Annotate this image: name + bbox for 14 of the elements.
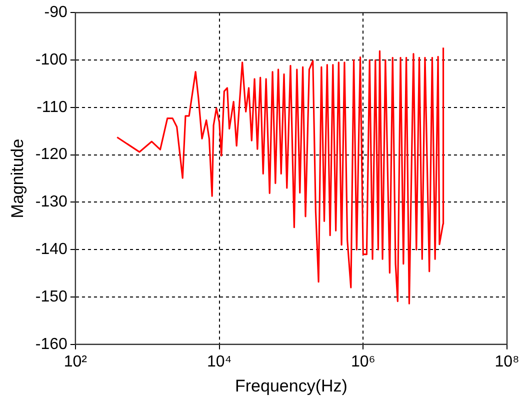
x-tick-label: 10⁸ — [494, 353, 520, 370]
y-tick-label: -110 — [36, 98, 68, 116]
y-axis-title: Magnitude — [8, 138, 27, 218]
x-tick-label: 10⁴ — [206, 353, 232, 370]
y-tick-label: -120 — [35, 146, 68, 164]
x-axis-title: Frequency(Hz) — [235, 376, 348, 396]
y-tick-label: -150 — [35, 288, 68, 306]
x-tick-label: 10² — [64, 353, 88, 370]
y-tick-label: -140 — [35, 241, 68, 258]
x-tick-label: 10⁶ — [350, 353, 376, 370]
y-tick-label: -100 — [35, 51, 68, 68]
y-tick-label: -130 — [35, 194, 68, 211]
y-tick-label: -90 — [44, 4, 68, 22]
y-tick-label: -160 — [35, 336, 68, 353]
